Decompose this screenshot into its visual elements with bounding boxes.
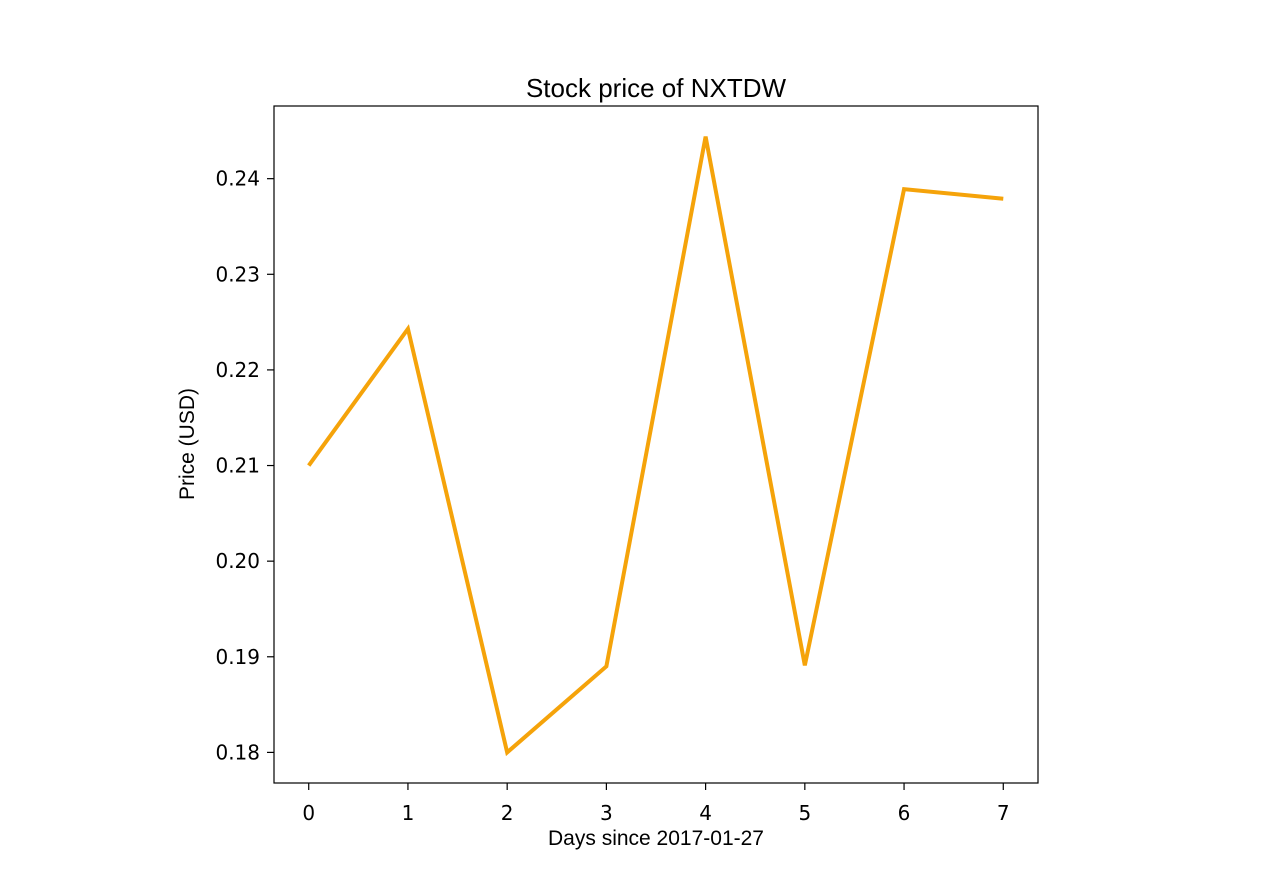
plot-frame	[273, 105, 1039, 784]
x-axis-label: Days since 2017-01-27	[548, 827, 764, 850]
price-series-line	[307, 136, 1004, 757]
y-tick-label: 0.18	[215, 740, 260, 764]
x-tick-label: 4	[699, 801, 712, 825]
y-tick-label: 0.24	[215, 167, 260, 191]
chart-title: Stock price of NXTDW	[526, 73, 787, 103]
y-tick-label: 0.19	[215, 645, 260, 669]
y-tick-label: 0.21	[215, 454, 260, 478]
x-axis: 0 1 2 3 4 5 6 7	[302, 783, 1010, 825]
x-tick-label: 5	[798, 801, 811, 825]
x-tick-label: 2	[501, 801, 514, 825]
y-tick-label: 0.23	[215, 262, 260, 286]
x-tick-label: 6	[898, 801, 911, 825]
y-tick-label: 0.20	[215, 549, 260, 573]
x-tick-label: 3	[600, 801, 613, 825]
x-tick-label: 0	[302, 801, 315, 825]
y-axis-label: Price (USD)	[176, 388, 199, 500]
x-tick-label: 1	[402, 801, 415, 825]
y-tick-label: 0.22	[215, 358, 260, 382]
x-tick-label: 7	[997, 801, 1010, 825]
y-axis: 0.18 0.19 0.20 0.21 0.22 0.23 0.24	[215, 167, 274, 764]
